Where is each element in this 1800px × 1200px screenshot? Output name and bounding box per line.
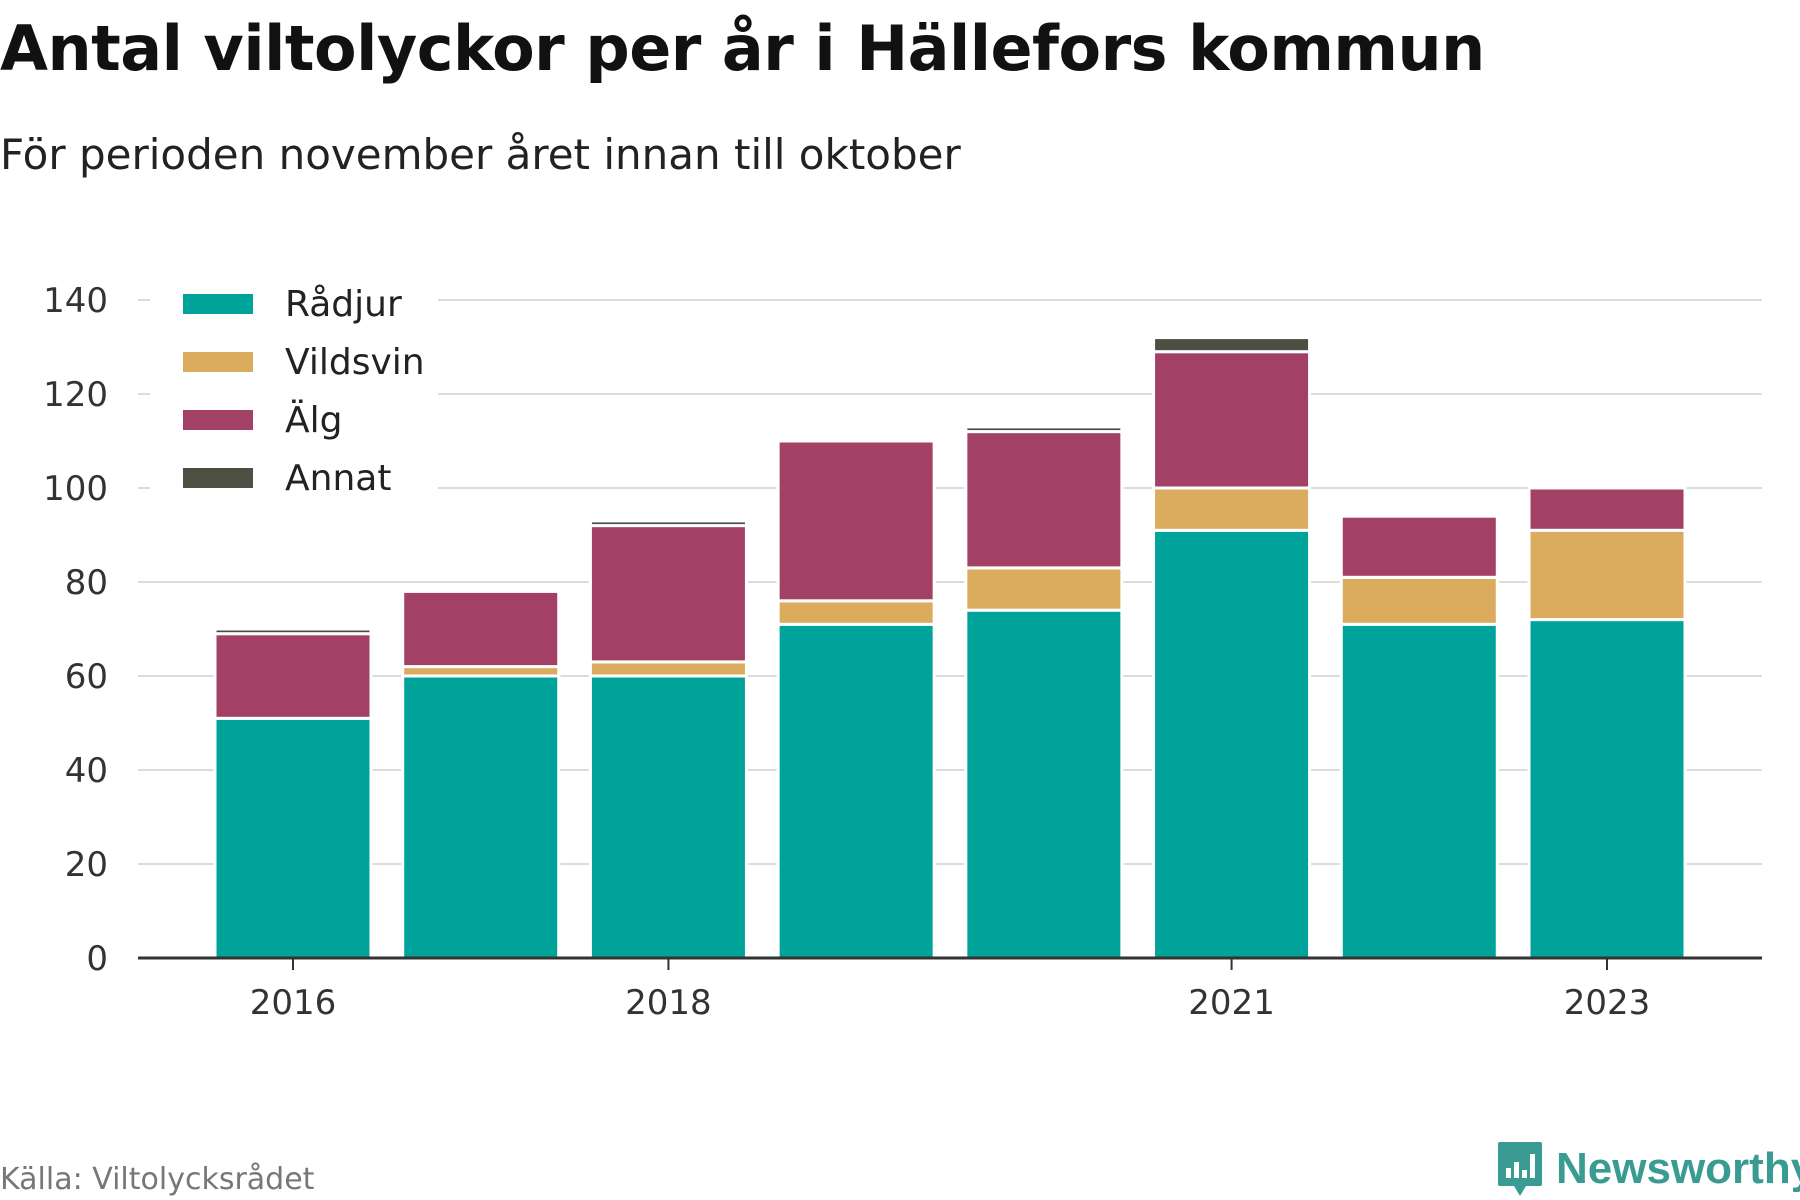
legend-swatch-älg (183, 410, 253, 430)
legend-swatch-vildsvin (183, 352, 253, 372)
bar-älg-2017 (401, 589, 561, 669)
legend-label-älg: Älg (285, 399, 342, 441)
x-tick-label: 2018 (625, 983, 712, 1023)
bar-älg-2016 (213, 632, 373, 720)
y-tick-label: 0 (86, 939, 108, 979)
y-tick-label: 80 (65, 563, 108, 603)
y-tick-label: 120 (43, 375, 108, 415)
bar-älg-2023 (1527, 486, 1687, 532)
legend-label-annat: Annat (285, 458, 391, 499)
newsworthy-logo: Newsworthy (1496, 1140, 1800, 1198)
bar-rådjur-2019 (776, 622, 936, 960)
y-tick-label: 140 (43, 281, 108, 321)
bar-älg-2019 (776, 439, 936, 603)
bar-rådjur-2020 (964, 608, 1124, 960)
bar-vildsvin-2018 (588, 660, 748, 678)
chart-title: Antal viltolyckor per år i Hällefors kom… (0, 12, 1485, 85)
bar-vildsvin-2022 (1339, 575, 1499, 626)
bar-rådjur-2023 (1527, 618, 1687, 960)
bar-rådjur-2017 (401, 674, 561, 960)
bar-älg-2020 (964, 430, 1124, 570)
x-tick-label: 2016 (250, 983, 337, 1023)
bar-rådjur-2016 (213, 716, 373, 960)
bar-annat-2021 (1152, 336, 1312, 354)
legend-label-vildsvin: Vildsvin (285, 342, 425, 383)
bar-rådjur-2018 (588, 674, 748, 960)
legend-swatch-annat (183, 468, 253, 488)
bar-vildsvin-2020 (964, 566, 1124, 612)
bar-vildsvin-2019 (776, 599, 936, 626)
bar-annat-2018 (588, 519, 748, 528)
bar-annat-2020 (964, 425, 1124, 434)
x-tick-label: 2021 (1188, 983, 1275, 1023)
legend-label-rådjur: Rådjur (285, 284, 402, 325)
bar-rådjur-2022 (1339, 622, 1499, 960)
source-note: Källa: Viltolycksrådet (0, 1162, 315, 1197)
bar-älg-2021 (1152, 350, 1312, 490)
bar-älg-2018 (588, 524, 748, 664)
y-tick-label: 100 (43, 469, 108, 509)
y-tick-label: 40 (65, 751, 108, 791)
y-tick-label: 60 (65, 657, 108, 697)
chart-subtitle: För perioden november året innan till ok… (0, 130, 961, 179)
bar-rådjur-2021 (1152, 528, 1312, 960)
bar-älg-2022 (1339, 514, 1499, 579)
bar-annat-2016 (213, 627, 373, 636)
x-tick-label: 2023 (1564, 983, 1651, 1023)
y-tick-label: 20 (65, 845, 108, 885)
stacked-bar-chart: 0 20 40 60 80 100 120 140 2016 2018 2021 2023 Rådjur… (43, 281, 1762, 1023)
legend-swatch-rådjur (183, 294, 253, 314)
brand-name: Newsworthy (1556, 1144, 1800, 1193)
bar-vildsvin-2021 (1152, 486, 1312, 532)
bar-vildsvin-2023 (1527, 528, 1687, 622)
bar-chart-icon (1498, 1142, 1542, 1196)
